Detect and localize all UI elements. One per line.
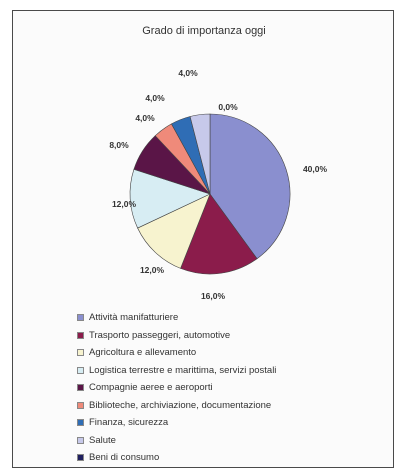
legend-label: Compagnie aeree e aeroporti bbox=[89, 382, 213, 393]
slice-value-label: 12,0% bbox=[112, 199, 137, 209]
legend-item: Logistica terrestre e marittima, servizi… bbox=[77, 362, 276, 380]
legend-item: Finanza, sicurezza bbox=[77, 414, 276, 432]
chart-title: Grado di importanza oggi bbox=[142, 25, 266, 37]
legend-label: Attività manifatturiere bbox=[89, 312, 179, 323]
legend-swatch bbox=[77, 454, 84, 462]
slice-value-label: 12,0% bbox=[140, 265, 165, 275]
legend-label: Salute bbox=[89, 434, 116, 446]
slice-value-label: 8,0% bbox=[109, 140, 129, 150]
legend-item: Trasporto passeggeri, automotive bbox=[77, 327, 276, 345]
legend-swatch bbox=[77, 331, 84, 339]
legend-swatch bbox=[77, 314, 84, 322]
slice-value-label: 4,0% bbox=[178, 68, 198, 78]
legend-swatch bbox=[77, 436, 84, 444]
legend-item: Attività manifatturiere bbox=[77, 309, 276, 327]
legend-item: Agricoltura e allevamento bbox=[77, 344, 276, 362]
pie-chart: 40,0% 16,0% 12,0% 12,0% 8,0% 4,0% 4,0% 4,0% 0,0% bbox=[109, 68, 328, 301]
legend-label: Biblioteche, archiviazione, documentazio… bbox=[89, 399, 272, 411]
pie-slice bbox=[180, 193, 258, 275]
slice-value-label: 0,0% bbox=[218, 102, 238, 112]
pie-slice bbox=[137, 193, 211, 269]
slice-value-label: 4,0% bbox=[135, 113, 155, 123]
chart-legend: Attività manifatturiere Trasporto passegg… bbox=[77, 309, 276, 467]
slice-value-label: 40,0% bbox=[303, 164, 328, 174]
legend-item: Biblioteche, archiviazione, documentazio… bbox=[77, 397, 276, 415]
pie-slice bbox=[189, 113, 211, 195]
legend-label: Trasporto passeggeri, automotive bbox=[89, 329, 231, 341]
legend-swatch bbox=[77, 401, 84, 409]
legend-label: Beni di consumo bbox=[89, 452, 160, 463]
pie-slice bbox=[209, 113, 291, 260]
legend-label: Finanza, sicurezza bbox=[89, 417, 169, 428]
legend-swatch bbox=[77, 349, 84, 357]
legend-swatch bbox=[77, 366, 84, 374]
slice-value-label: 4,0% bbox=[145, 93, 165, 103]
legend-swatch bbox=[77, 384, 84, 392]
legend-item: Beni di consumo bbox=[77, 449, 276, 467]
legend-label: Agricoltura e allevamento bbox=[89, 347, 197, 358]
legend-item: Salute bbox=[77, 432, 276, 450]
legend-swatch bbox=[77, 419, 84, 427]
slice-value-label: 16,0% bbox=[201, 291, 226, 301]
pie-slice bbox=[129, 168, 211, 229]
legend-item: Compagnie aeree e aeroporti bbox=[77, 379, 276, 397]
chart-frame: Grado di importanza oggi 40,0% 16,0% 12,0%… bbox=[12, 10, 394, 468]
legend-label: Logistica terrestre e marittima, servizi… bbox=[89, 364, 277, 376]
